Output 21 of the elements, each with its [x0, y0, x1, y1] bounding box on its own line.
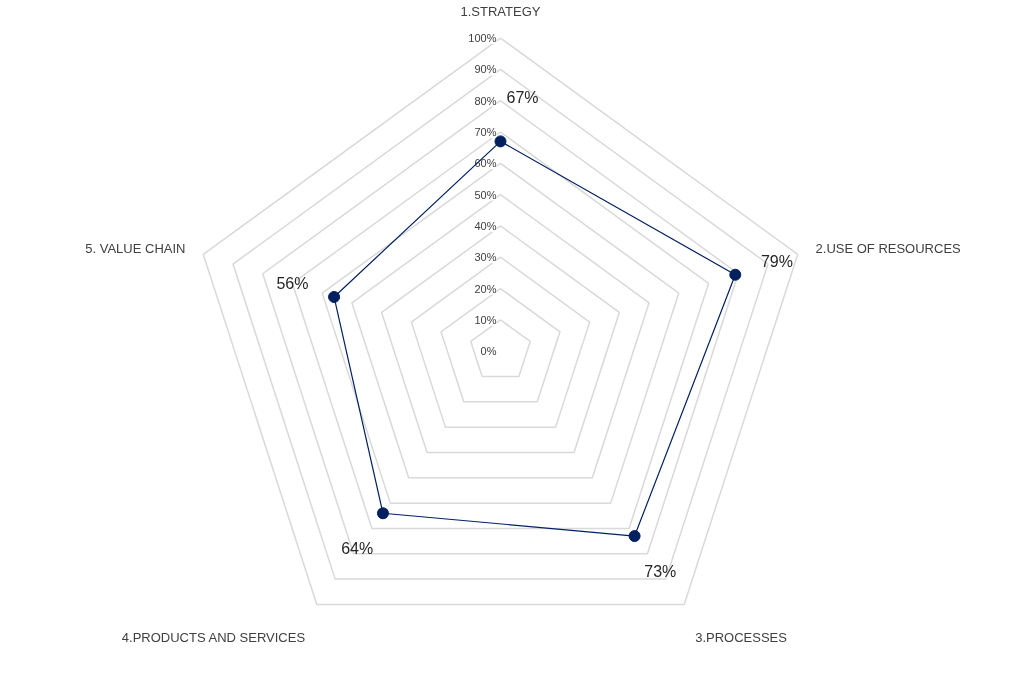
y-tick-label: 0% — [480, 345, 497, 358]
text: 67% — [506, 89, 539, 107]
text: 56% — [276, 274, 309, 292]
y-tick-label: 80% — [474, 94, 497, 107]
y-tick-label: 100% — [468, 32, 497, 45]
spoke-label: 3.PROCESSES — [695, 629, 788, 645]
text: 79% — [760, 252, 793, 270]
text: 64% — [341, 540, 374, 558]
spoke-label: 2.USE OF RESOURCES — [815, 241, 962, 257]
y-tick-label: 20% — [474, 282, 497, 295]
y-tick-label: 40% — [474, 219, 497, 232]
spoke-label: 5. VALUE CHAIN — [85, 241, 186, 257]
y-tick-label: 10% — [474, 313, 497, 326]
y-tick-label: 70% — [474, 126, 497, 138]
y-tick-label: 60% — [474, 157, 497, 170]
y-tick-label: 50% — [474, 188, 497, 201]
text: 73% — [644, 563, 677, 581]
y-tick-label: 90% — [474, 63, 497, 76]
spoke-label: 1.STRATEGY — [460, 4, 541, 20]
spoke-label: 4.PRODUCTS AND SERVICES — [121, 629, 306, 645]
y-tick-label: 30% — [474, 251, 497, 264]
